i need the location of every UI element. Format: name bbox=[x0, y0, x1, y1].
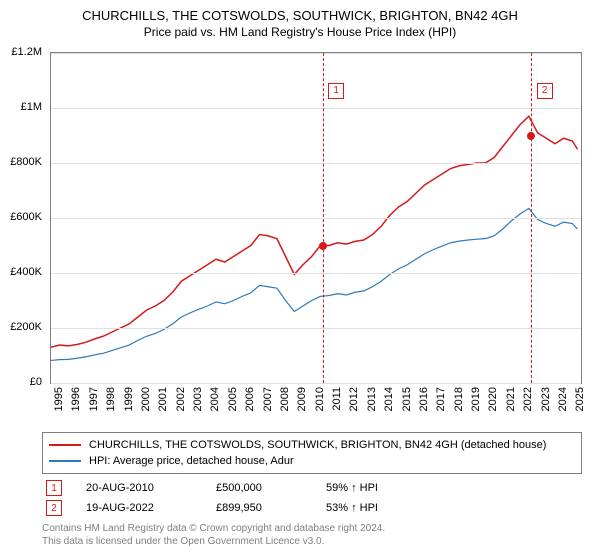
series-hpi bbox=[51, 208, 578, 360]
x-tick-label: 2013 bbox=[366, 387, 378, 411]
gridline bbox=[51, 273, 581, 274]
data-point-price: £899,950 bbox=[216, 502, 326, 514]
x-tick-label: 2008 bbox=[279, 387, 291, 411]
legend-item: HPI: Average price, detached house, Adur bbox=[49, 453, 575, 469]
data-point-date: 19-AUG-2022 bbox=[86, 502, 216, 514]
x-tick-label: 1996 bbox=[70, 387, 82, 411]
x-tick-label: 2015 bbox=[401, 387, 413, 411]
data-point-marker: 1 bbox=[46, 480, 62, 496]
x-tick-label: 1999 bbox=[123, 387, 135, 411]
y-axis: £0£200K£400K£600K£800K£1M£1.2M bbox=[0, 52, 46, 382]
gridline bbox=[51, 108, 581, 109]
data-point-date: 20-AUG-2010 bbox=[86, 482, 216, 494]
x-tick-label: 2005 bbox=[227, 387, 239, 411]
data-point-pct: 59% ↑ HPI bbox=[326, 482, 446, 494]
data-point-pct: 53% ↑ HPI bbox=[326, 502, 446, 514]
x-tick-label: 2017 bbox=[435, 387, 447, 411]
legend-swatch bbox=[49, 460, 81, 462]
x-tick-label: 2009 bbox=[296, 387, 308, 411]
x-tick-label: 2016 bbox=[418, 387, 430, 411]
y-tick-label: £400K bbox=[10, 266, 42, 278]
legend-swatch bbox=[49, 444, 81, 446]
x-tick-label: 2006 bbox=[244, 387, 256, 411]
data-point-marker: 2 bbox=[46, 500, 62, 516]
x-tick-label: 2007 bbox=[262, 387, 274, 411]
y-tick-label: £1M bbox=[21, 101, 42, 113]
y-tick-label: £600K bbox=[10, 211, 42, 223]
gridline bbox=[51, 328, 581, 329]
gridline bbox=[51, 53, 581, 54]
legend-label: CHURCHILLS, THE COTSWOLDS, SOUTHWICK, BR… bbox=[89, 439, 546, 451]
x-tick-label: 2001 bbox=[157, 387, 169, 411]
legend-item: CHURCHILLS, THE COTSWOLDS, SOUTHWICK, BR… bbox=[49, 437, 575, 453]
annotation-vline bbox=[531, 53, 532, 383]
x-tick-label: 2004 bbox=[209, 387, 221, 411]
legend: CHURCHILLS, THE COTSWOLDS, SOUTHWICK, BR… bbox=[42, 432, 582, 474]
x-tick-label: 2020 bbox=[487, 387, 499, 411]
x-tick-label: 2011 bbox=[331, 387, 343, 411]
chart-title: CHURCHILLS, THE COTSWOLDS, SOUTHWICK, BR… bbox=[0, 8, 600, 23]
x-tick-label: 2012 bbox=[348, 387, 360, 411]
x-tick-label: 2002 bbox=[175, 387, 187, 411]
footer-line-1: Contains HM Land Registry data © Crown c… bbox=[42, 522, 385, 535]
x-tick-label: 1997 bbox=[88, 387, 100, 411]
x-tick-label: 2024 bbox=[557, 387, 569, 411]
x-tick-label: 2014 bbox=[383, 387, 395, 411]
chart-subtitle: Price paid vs. HM Land Registry's House … bbox=[0, 25, 600, 39]
x-tick-label: 1998 bbox=[105, 387, 117, 411]
x-tick-label: 2021 bbox=[505, 387, 517, 411]
data-point-row: 1 20-AUG-2010£500,00059% ↑ HPI bbox=[42, 478, 582, 498]
x-tick-label: 2000 bbox=[140, 387, 152, 411]
gridline bbox=[51, 218, 581, 219]
gridline bbox=[51, 383, 581, 384]
y-tick-label: £1.2M bbox=[11, 46, 42, 58]
footer-line-2: This data is licensed under the Open Gov… bbox=[42, 535, 385, 548]
annotation-box-1: 1 bbox=[328, 83, 344, 99]
data-points-table: 1 20-AUG-2010£500,00059% ↑ HPI 2 19-AUG-202… bbox=[42, 478, 582, 518]
data-marker-1 bbox=[319, 242, 327, 250]
data-point-price: £500,000 bbox=[216, 482, 326, 494]
annotation-vline bbox=[323, 53, 324, 383]
x-tick-label: 2025 bbox=[574, 387, 586, 411]
legend-label: HPI: Average price, detached house, Adur bbox=[89, 455, 294, 467]
annotation-box-2: 2 bbox=[537, 83, 553, 99]
x-tick-label: 1995 bbox=[53, 387, 65, 411]
data-point-row: 2 19-AUG-2022£899,95053% ↑ HPI bbox=[42, 498, 582, 518]
footer: Contains HM Land Registry data © Crown c… bbox=[42, 522, 385, 548]
x-tick-label: 2018 bbox=[453, 387, 465, 411]
y-tick-label: £200K bbox=[10, 321, 42, 333]
data-marker-2 bbox=[527, 132, 535, 140]
x-tick-label: 2022 bbox=[522, 387, 534, 411]
gridline bbox=[51, 163, 581, 164]
x-tick-label: 2003 bbox=[192, 387, 204, 411]
x-tick-label: 2023 bbox=[540, 387, 552, 411]
x-axis: 1995 1996 1997 1998 1999 2000 2001 2002 2003 2004… bbox=[50, 384, 580, 434]
x-tick-label: 2010 bbox=[314, 387, 326, 411]
y-tick-label: £0 bbox=[30, 376, 42, 388]
plot-area: 12 bbox=[50, 52, 582, 384]
y-tick-label: £800K bbox=[10, 156, 42, 168]
title-block: CHURCHILLS, THE COTSWOLDS, SOUTHWICK, BR… bbox=[0, 0, 600, 39]
chart-container: CHURCHILLS, THE COTSWOLDS, SOUTHWICK, BR… bbox=[0, 0, 600, 560]
x-tick-label: 2019 bbox=[470, 387, 482, 411]
